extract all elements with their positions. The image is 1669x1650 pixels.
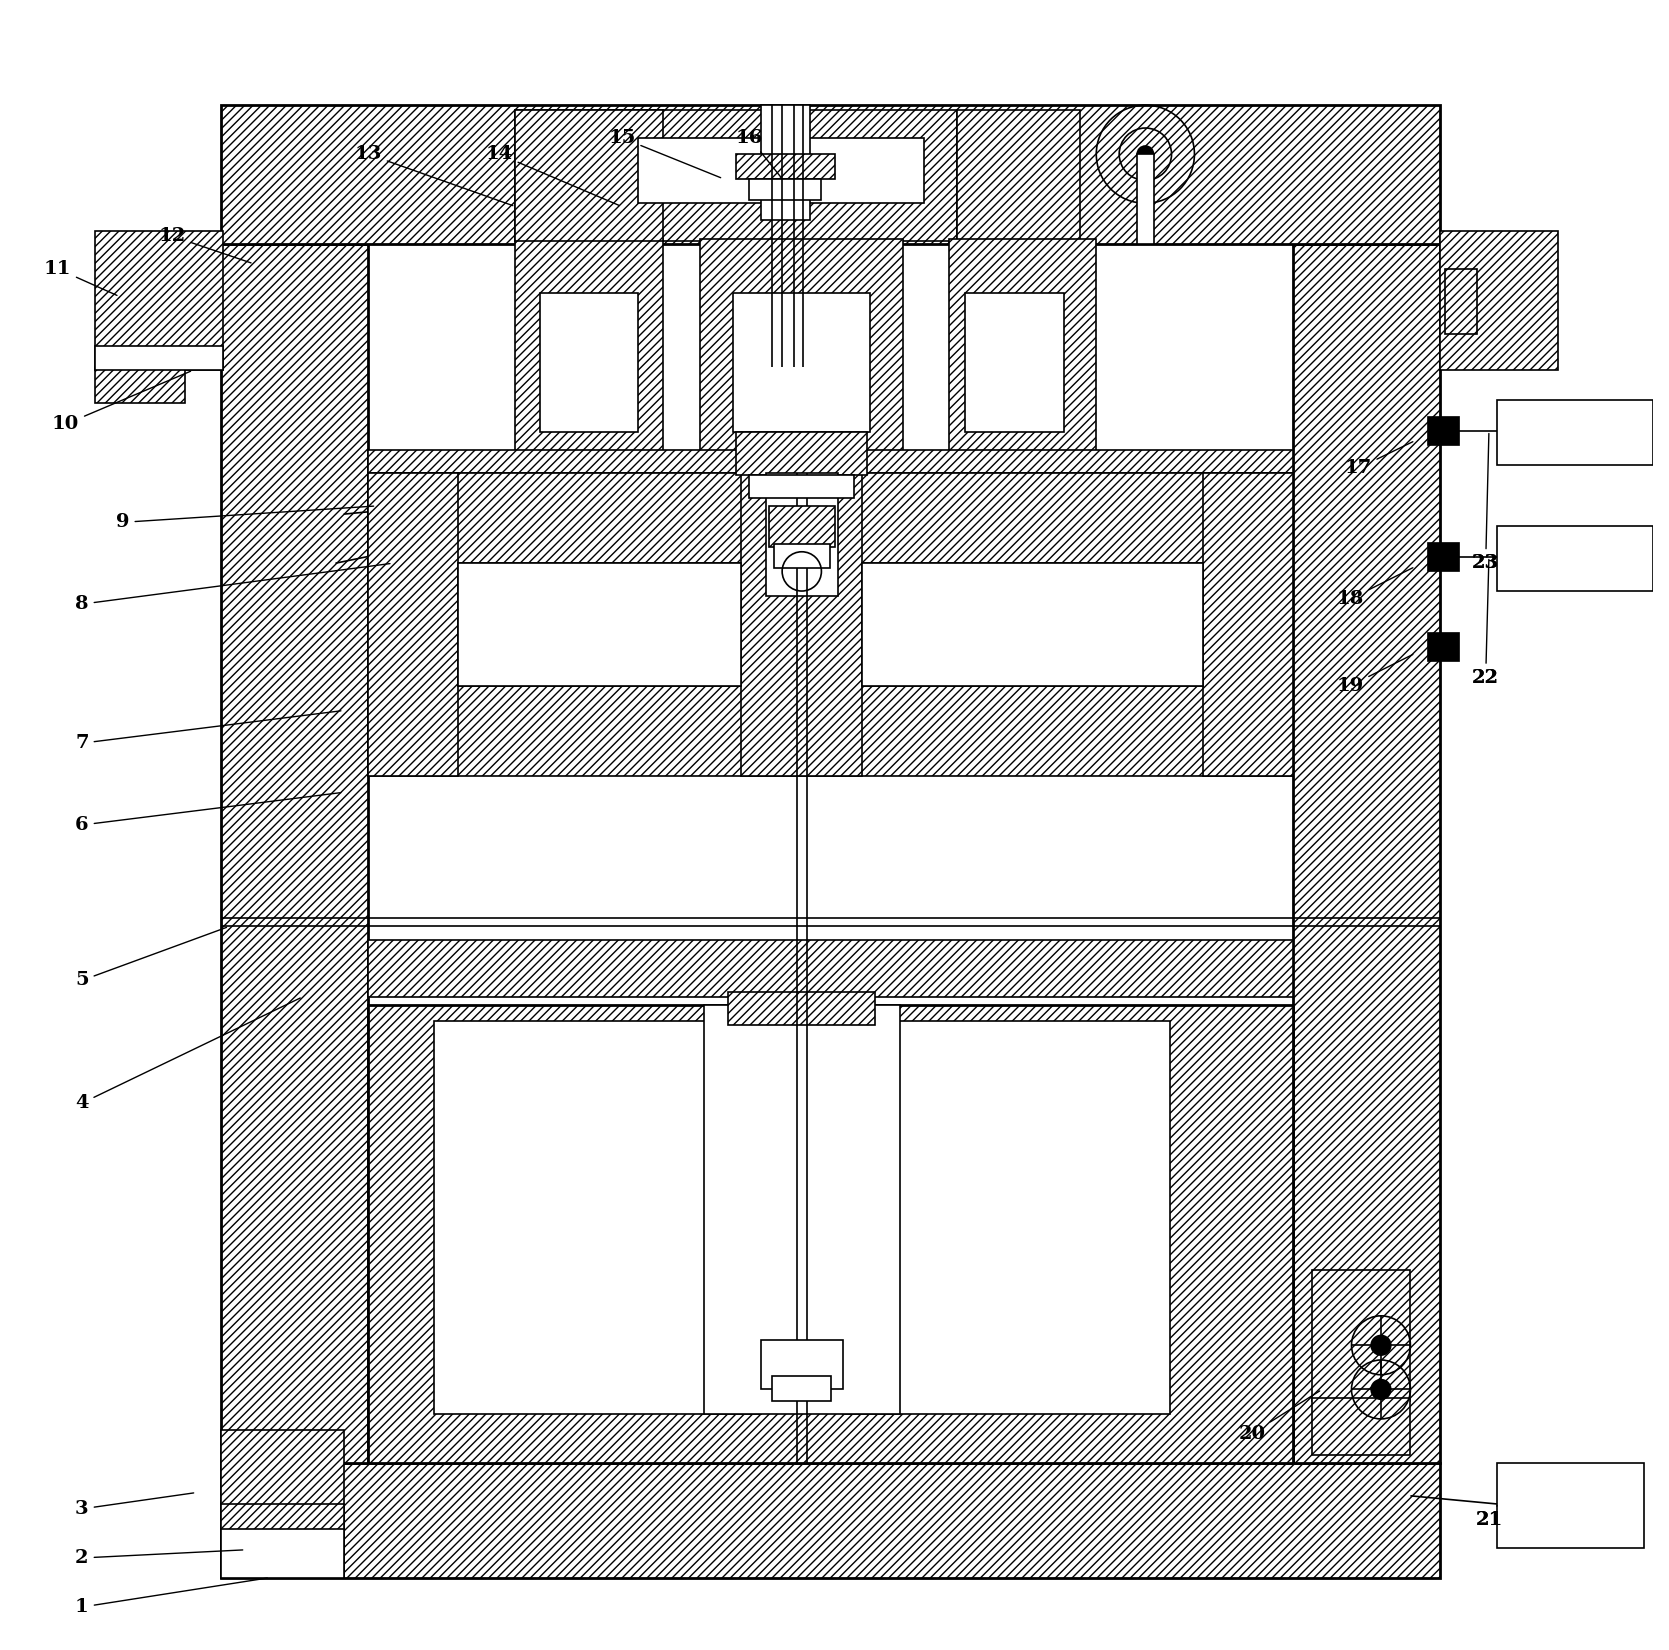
Bar (369, 474, 1292, 563)
Text: 1: 1 (75, 1577, 267, 1615)
Bar (516, 111, 663, 241)
Bar (541, 294, 638, 432)
Bar (95, 366, 185, 403)
Bar (863, 563, 1203, 686)
Bar (369, 1005, 1292, 1464)
Bar (1497, 526, 1652, 591)
Bar (95, 345, 222, 370)
Bar (749, 178, 821, 200)
Bar (843, 1021, 1170, 1414)
Bar (1292, 244, 1440, 1464)
Bar (95, 231, 222, 370)
Text: 15: 15 (608, 129, 721, 178)
Bar (220, 1505, 344, 1577)
Text: 16: 16 (736, 129, 781, 177)
Bar (1497, 399, 1652, 465)
Text: 11: 11 (43, 259, 117, 295)
Text: 23: 23 (1472, 434, 1499, 573)
Circle shape (1372, 1379, 1390, 1399)
Bar (769, 507, 834, 546)
Text: 8: 8 (75, 564, 391, 614)
Bar (220, 1528, 344, 1577)
Bar (369, 686, 1292, 776)
Bar (1427, 632, 1459, 662)
Bar (516, 239, 663, 452)
Bar (741, 474, 863, 776)
Text: 4: 4 (75, 998, 300, 1112)
Bar (1137, 153, 1153, 244)
Circle shape (1372, 1335, 1390, 1355)
Bar (774, 543, 829, 568)
Text: 18: 18 (1337, 568, 1414, 609)
Bar (516, 111, 663, 241)
Bar (761, 1340, 843, 1389)
Bar (220, 106, 1440, 244)
Bar (965, 294, 1063, 432)
Bar (459, 563, 741, 686)
Bar (749, 475, 855, 498)
Text: 9: 9 (117, 507, 374, 531)
Text: 17: 17 (1345, 442, 1414, 477)
Bar (863, 563, 1203, 686)
Bar (1427, 541, 1459, 571)
Bar (369, 939, 1292, 997)
Bar (1427, 416, 1459, 446)
Text: 21: 21 (1475, 1505, 1502, 1530)
Bar (459, 563, 741, 686)
Bar (701, 239, 903, 452)
Bar (1440, 231, 1557, 370)
Circle shape (1137, 145, 1153, 162)
Bar (1497, 1464, 1644, 1548)
Bar (733, 294, 871, 432)
Text: 5: 5 (75, 927, 227, 990)
Text: 22: 22 (1472, 559, 1499, 686)
Bar (766, 474, 838, 596)
Text: 7: 7 (75, 711, 340, 752)
Bar (1312, 1270, 1410, 1401)
Bar (704, 1005, 900, 1414)
Text: 6: 6 (75, 792, 340, 833)
Text: 14: 14 (486, 145, 619, 206)
Text: 19: 19 (1337, 655, 1414, 695)
Bar (1203, 474, 1292, 776)
Bar (369, 450, 1292, 474)
Bar (434, 1021, 761, 1414)
Text: 12: 12 (159, 228, 250, 262)
Text: 13: 13 (354, 145, 512, 206)
Bar (958, 111, 1080, 241)
Bar (736, 432, 868, 475)
Text: 2: 2 (75, 1549, 242, 1568)
Text: 23: 23 (1472, 554, 1499, 573)
Bar (761, 106, 809, 219)
Bar (773, 1376, 831, 1401)
Text: 20: 20 (1238, 1391, 1320, 1442)
Bar (516, 111, 663, 241)
Bar (736, 153, 834, 178)
Text: 10: 10 (52, 371, 190, 434)
Bar (220, 244, 369, 1464)
Text: 22: 22 (1472, 668, 1499, 686)
Bar (638, 139, 925, 203)
Bar (606, 111, 958, 241)
Bar (220, 1431, 344, 1577)
Bar (1312, 1398, 1410, 1455)
Text: 3: 3 (75, 1493, 194, 1518)
Bar (950, 239, 1097, 452)
Text: 21: 21 (1475, 1511, 1502, 1530)
Bar (220, 1464, 1440, 1577)
Bar (369, 474, 459, 776)
Bar (728, 992, 876, 1025)
Bar (1445, 269, 1477, 335)
